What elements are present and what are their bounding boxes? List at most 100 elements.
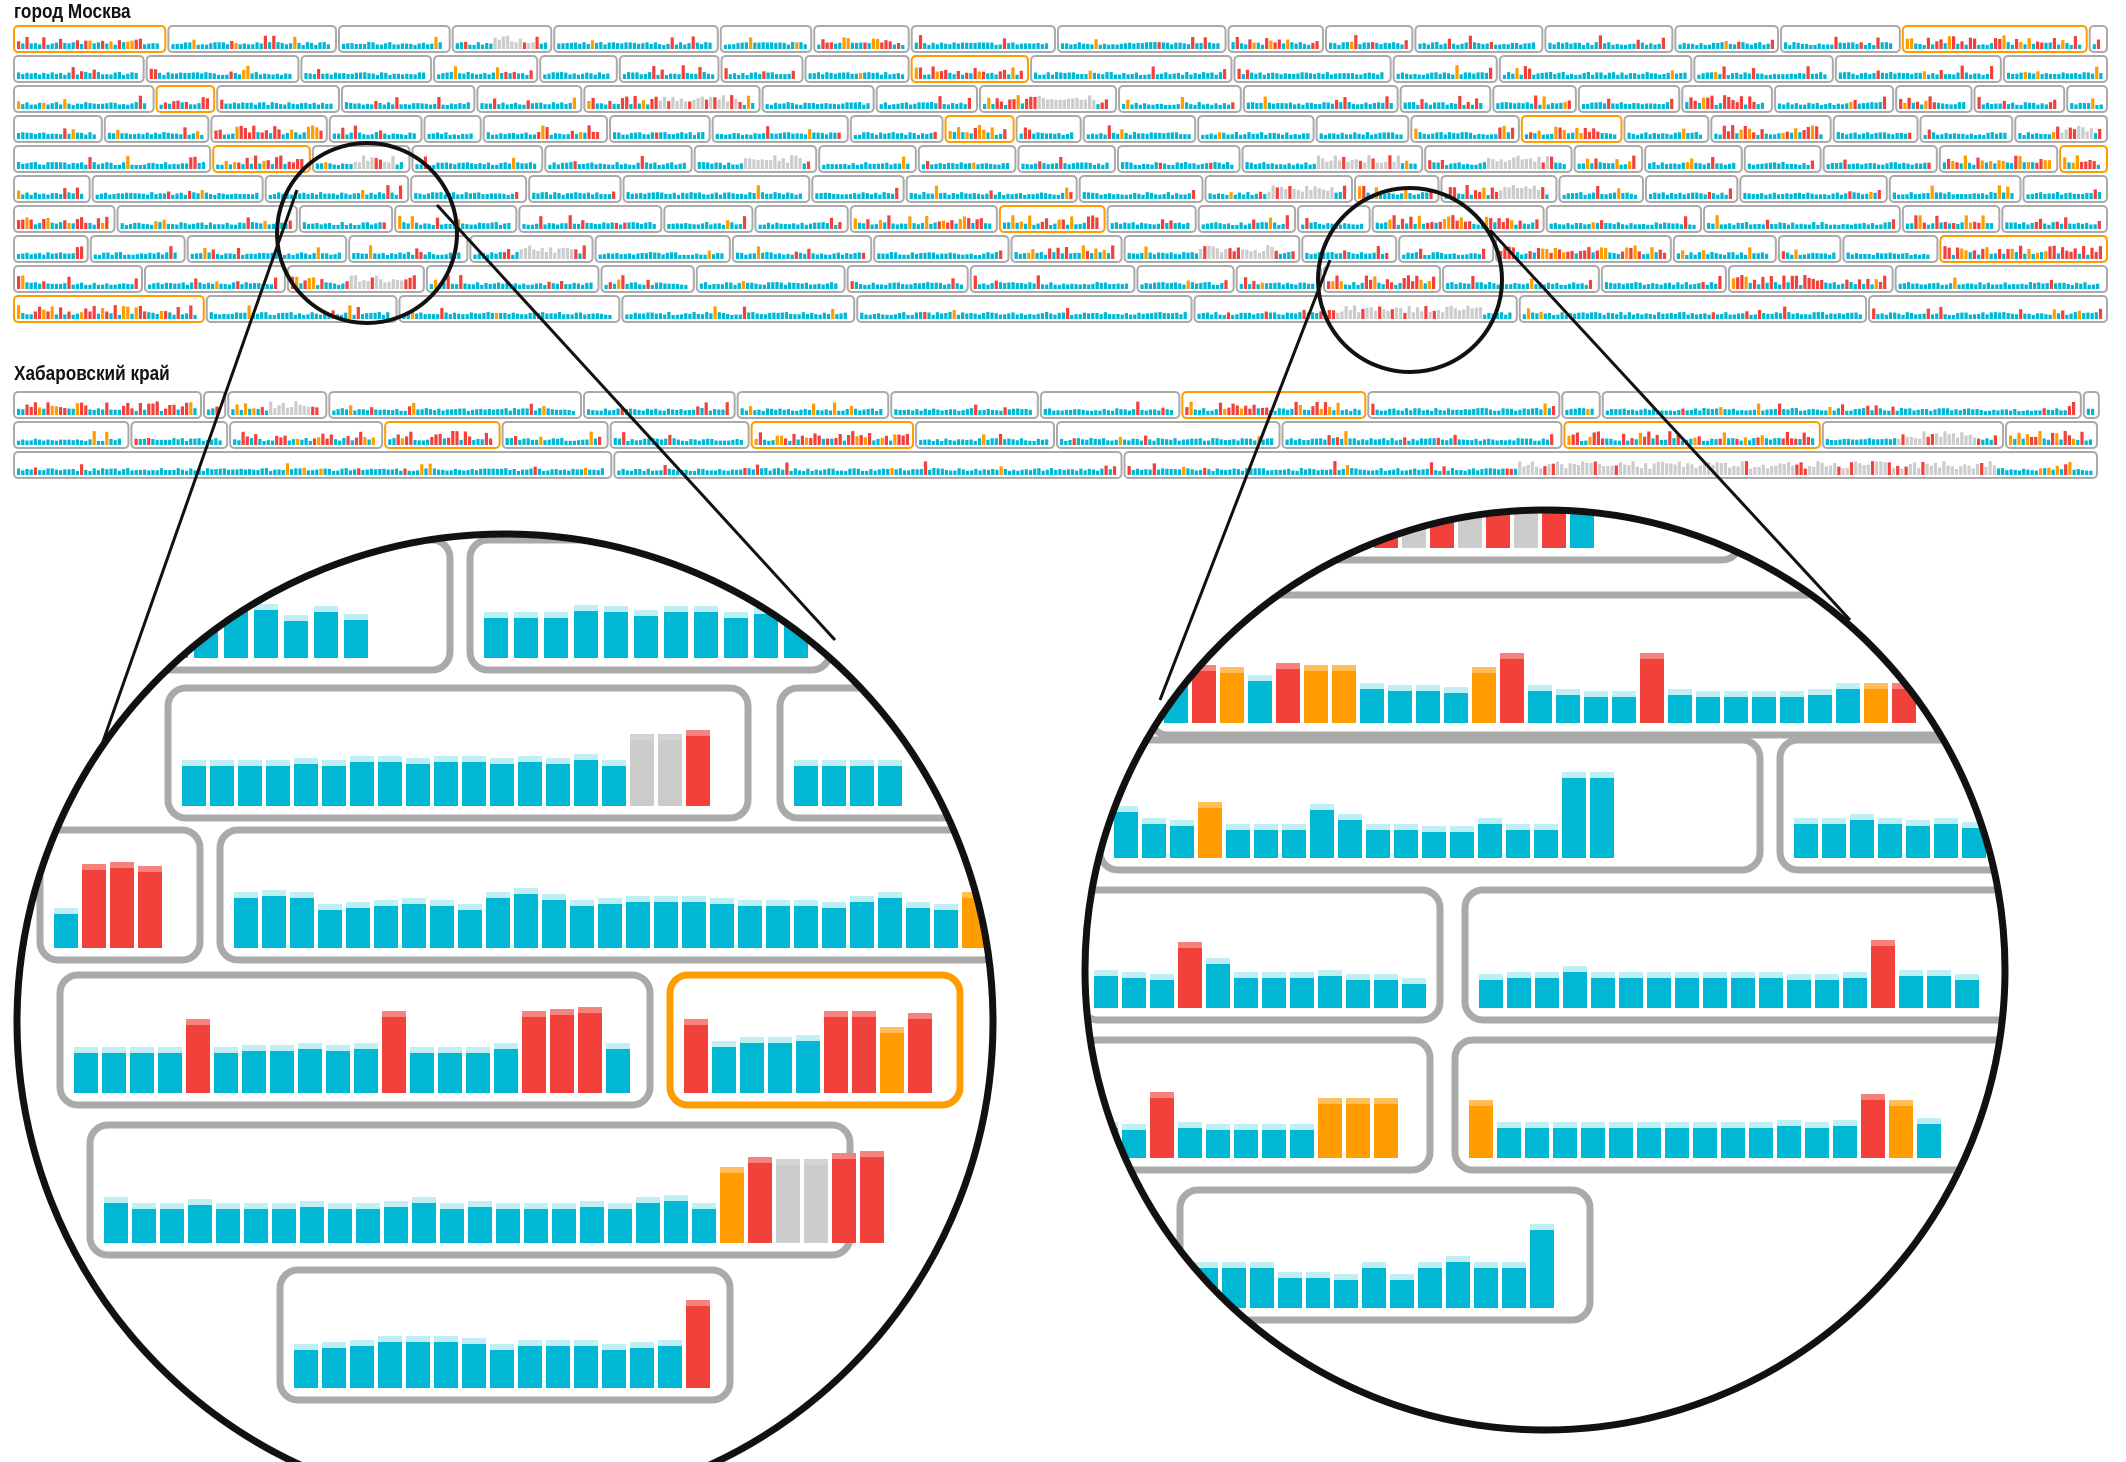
overview-bar bbox=[1150, 164, 1154, 169]
overview-bar bbox=[265, 284, 269, 289]
overview-bar bbox=[1662, 252, 1667, 259]
overview-bar bbox=[1347, 102, 1351, 109]
overview-bar bbox=[1820, 280, 1824, 289]
overview-bar bbox=[1670, 192, 1674, 199]
overview-bar bbox=[1451, 215, 1455, 229]
overview-bar bbox=[1423, 283, 1427, 289]
overview-bar bbox=[1783, 306, 1787, 319]
overview-bar bbox=[369, 192, 373, 199]
overview-bar bbox=[1977, 222, 1981, 229]
overview-bar bbox=[42, 408, 46, 415]
overview-bar bbox=[842, 72, 846, 79]
overview-bar bbox=[399, 162, 403, 169]
overview-bar bbox=[1926, 193, 1930, 199]
overview-bar bbox=[1819, 253, 1823, 259]
overview-bar bbox=[1726, 131, 1731, 139]
overview-bar bbox=[1591, 74, 1595, 79]
overview-bar bbox=[929, 133, 933, 139]
group-frame bbox=[2066, 85, 2109, 113]
overview-bar bbox=[1972, 250, 1976, 259]
overview-bar bbox=[460, 194, 464, 199]
overview-bar bbox=[1056, 195, 1060, 199]
overview-bar bbox=[671, 283, 675, 289]
overview-bar bbox=[935, 312, 939, 319]
overview-bar bbox=[952, 132, 956, 139]
overview-bar bbox=[1978, 282, 1982, 289]
group-frame bbox=[13, 145, 212, 173]
overview-bar bbox=[692, 135, 696, 139]
overview-bar bbox=[420, 103, 424, 109]
overview-bar bbox=[358, 132, 362, 139]
overview-bar bbox=[316, 285, 320, 289]
overview-bar bbox=[1558, 224, 1562, 229]
overview-bar bbox=[948, 72, 952, 79]
overview-bar bbox=[50, 405, 54, 415]
overview-bar bbox=[133, 134, 137, 139]
overview-group bbox=[518, 205, 663, 233]
overview-bar bbox=[516, 73, 521, 79]
overview-bar bbox=[1025, 164, 1029, 169]
overview-bar bbox=[1970, 283, 1974, 289]
overview-bar bbox=[226, 44, 230, 49]
overview-bar bbox=[998, 282, 1003, 289]
overview-bar bbox=[861, 192, 865, 199]
overview-bar bbox=[1669, 312, 1673, 319]
overview-bar bbox=[1840, 104, 1845, 109]
overview-bar bbox=[312, 253, 316, 259]
overview-bar bbox=[21, 104, 25, 109]
overview-bar bbox=[1854, 312, 1858, 319]
overview-bar bbox=[1060, 253, 1064, 259]
overview-bar bbox=[1998, 38, 2002, 49]
overview-bar bbox=[1683, 72, 1687, 79]
overview-bar bbox=[954, 223, 958, 229]
overview-bar bbox=[1205, 223, 1210, 229]
overview-bar bbox=[2053, 74, 2057, 79]
overview-bar bbox=[1203, 282, 1207, 289]
group-frame bbox=[1371, 205, 1545, 233]
overview-bar bbox=[1905, 253, 1909, 259]
overview-bar bbox=[752, 253, 756, 259]
overview-bar bbox=[564, 104, 568, 109]
overview-bar bbox=[1658, 223, 1662, 229]
overview-bar bbox=[441, 73, 445, 79]
overview-bar bbox=[106, 252, 110, 259]
overview-bar bbox=[400, 280, 404, 289]
overview-bar bbox=[1116, 314, 1120, 319]
overview-bar bbox=[1884, 314, 1888, 319]
overview-bar bbox=[280, 222, 284, 229]
overview-bar bbox=[169, 246, 173, 259]
overview-bar bbox=[1211, 246, 1215, 259]
overview-bar bbox=[939, 71, 944, 79]
overview-group bbox=[103, 115, 210, 143]
overview-bar bbox=[544, 252, 548, 259]
overview-bar bbox=[193, 408, 197, 415]
overview-bar bbox=[251, 44, 255, 49]
overview-bar bbox=[1751, 68, 1756, 79]
overview-bar bbox=[1612, 224, 1616, 229]
overview-bar bbox=[853, 218, 857, 229]
overview-bar bbox=[837, 132, 841, 139]
overview-bar bbox=[153, 69, 158, 79]
overview-bar bbox=[25, 217, 29, 229]
overview-bar bbox=[1794, 164, 1798, 169]
overview-bar bbox=[263, 220, 267, 229]
overview-bar bbox=[652, 224, 656, 229]
overview-bar bbox=[488, 284, 492, 289]
group-frame bbox=[1743, 145, 1822, 173]
group-frame bbox=[1623, 115, 1710, 143]
overview-bar bbox=[105, 103, 109, 109]
overview-bar bbox=[225, 222, 229, 229]
overview-bar bbox=[162, 193, 166, 199]
overview-bar bbox=[1841, 314, 1846, 319]
overview-bar bbox=[1330, 252, 1334, 259]
overview-bar bbox=[1182, 43, 1186, 49]
overview-bar bbox=[650, 284, 654, 289]
group-frame bbox=[91, 175, 264, 203]
overview-bar bbox=[80, 44, 84, 49]
overview-bar bbox=[1185, 102, 1189, 109]
overview-bar bbox=[1049, 313, 1053, 319]
overview-bar bbox=[284, 73, 288, 79]
overview-bar bbox=[1632, 103, 1636, 109]
overview-bar bbox=[92, 43, 96, 49]
overview-bar bbox=[1491, 159, 1495, 169]
